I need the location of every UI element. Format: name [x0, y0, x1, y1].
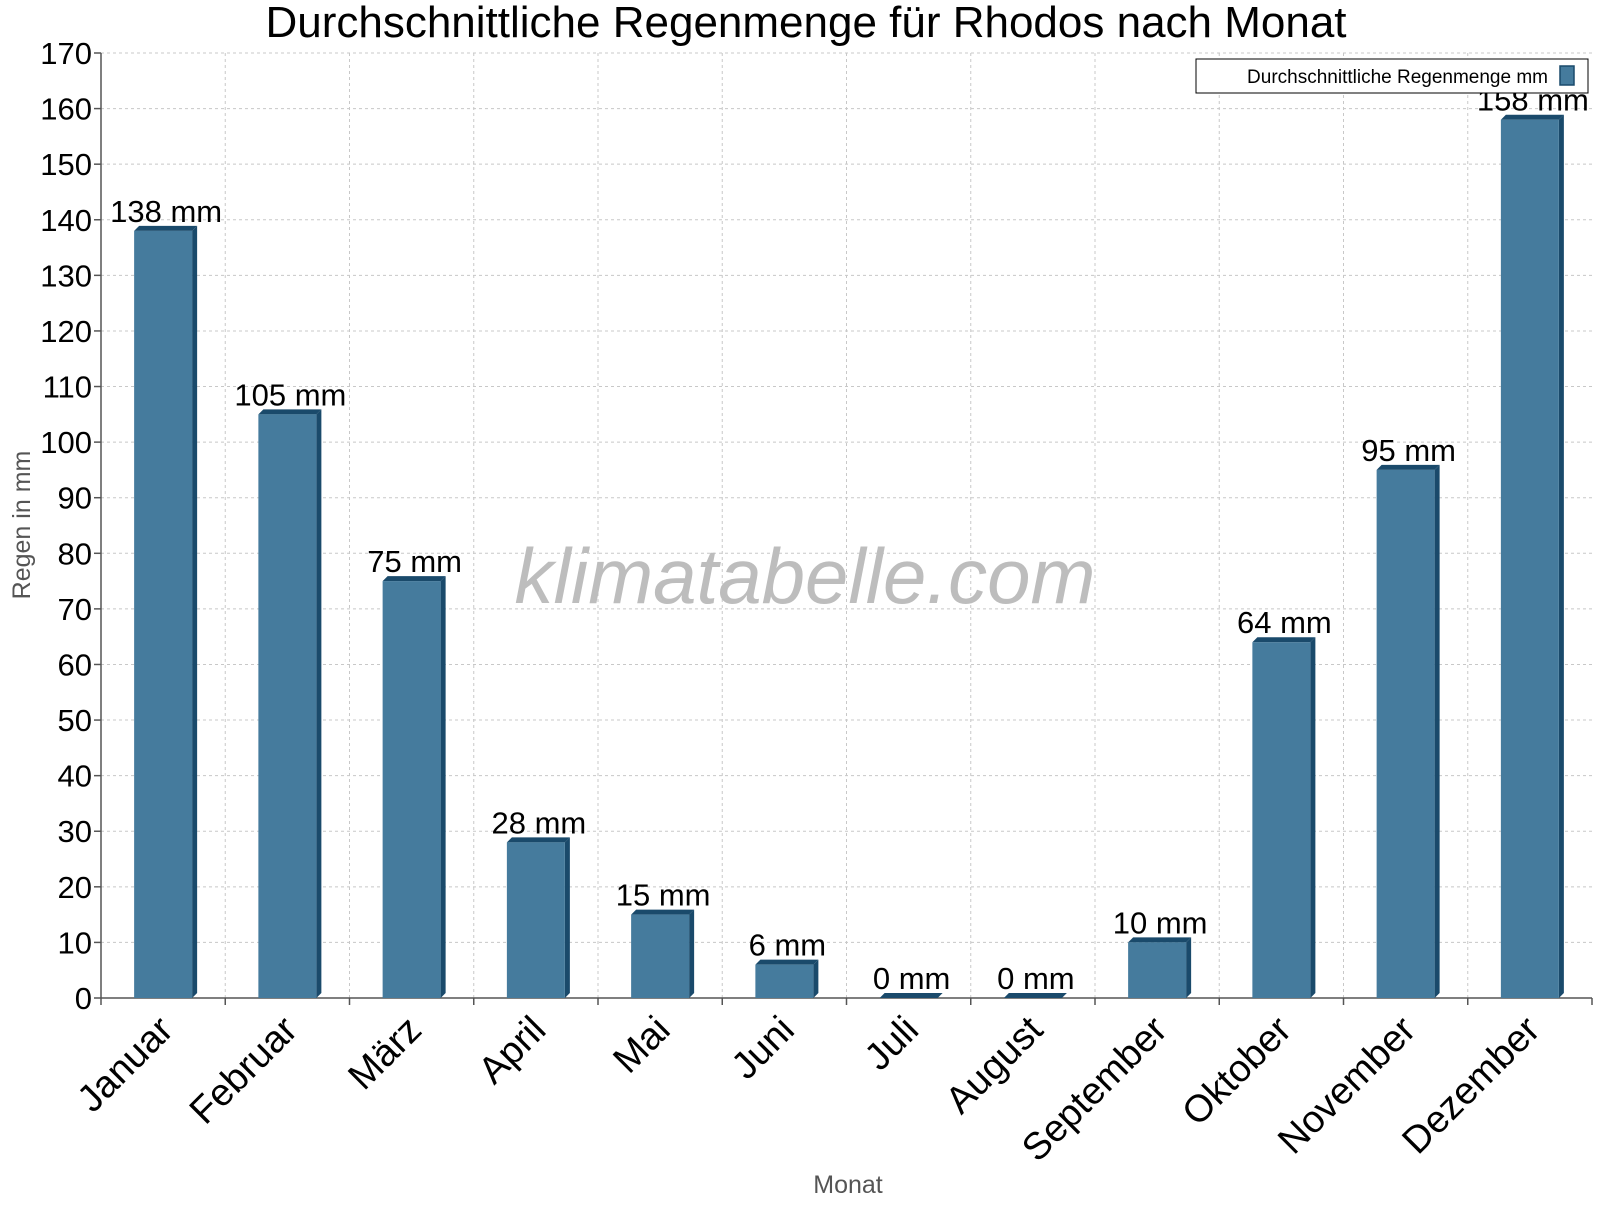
- legend-swatch: [1559, 65, 1575, 86]
- y-tick-label: 20: [58, 870, 92, 905]
- y-tick-label: 70: [58, 592, 92, 627]
- bar-front: [631, 914, 690, 998]
- legend-label: Durchschnittliche Regenmenge mm: [1247, 67, 1548, 88]
- bar-side: [1186, 937, 1192, 998]
- x-axis-title: Monat: [813, 1171, 883, 1199]
- bar-top: [134, 225, 198, 231]
- bar-value-label: 28 mm: [492, 805, 587, 840]
- bar-top: [506, 837, 570, 843]
- bar-value-label: 0 mm: [873, 961, 951, 996]
- bar-front: [1500, 119, 1559, 999]
- bar-juli[interactable]: [879, 993, 943, 998]
- bar-value-label: 0 mm: [997, 961, 1075, 996]
- bar-side: [192, 225, 198, 999]
- legend[interactable]: Durchschnittliche Regenmenge mm: [1195, 58, 1589, 94]
- bar-front: [134, 230, 193, 999]
- bar-side: [1558, 114, 1564, 999]
- bar-value-label: 75 mm: [367, 544, 462, 579]
- bar-september[interactable]: [1128, 937, 1192, 998]
- bar-value-label: 15 mm: [616, 878, 711, 913]
- bar-side: [813, 959, 819, 998]
- bar-top: [879, 993, 943, 998]
- bar-front: [506, 842, 565, 998]
- bar-juni[interactable]: [755, 959, 819, 998]
- y-tick-label: 40: [58, 759, 92, 794]
- bar-top: [258, 409, 322, 415]
- watermark-group: klimatabelle.com: [515, 532, 1096, 620]
- y-tick-label: 50: [58, 703, 92, 738]
- bar-value-label: 6 mm: [749, 928, 827, 963]
- bar-januar[interactable]: [134, 225, 198, 999]
- y-tick-label: 150: [40, 147, 92, 182]
- bar-top: [1128, 937, 1192, 943]
- y-tick-label: 10: [58, 925, 92, 960]
- y-tick-label: 80: [58, 536, 92, 571]
- bar-side: [1434, 464, 1440, 999]
- bar-februar[interactable]: [258, 409, 322, 999]
- watermark-text: klimatabelle.com: [515, 532, 1096, 620]
- y-tick-label: 140: [40, 203, 92, 238]
- axes: [94, 52, 1593, 1005]
- bars: [134, 114, 1564, 999]
- bar-märz[interactable]: [382, 576, 446, 998]
- bar-front: [382, 581, 441, 998]
- y-tick-label: 120: [40, 314, 92, 349]
- y-tick-label: 160: [40, 92, 92, 127]
- bar-top: [1252, 637, 1316, 643]
- bar-front: [755, 964, 814, 998]
- data-labels: 138 mm 105 mm 75 mm 28 mm 15 mm 6 mm 0 mm 0 mm 1…: [110, 83, 1589, 996]
- bar-top: [1500, 114, 1564, 120]
- y-tick-label: 110: [43, 370, 92, 405]
- bar-value-label: 64 mm: [1237, 605, 1332, 640]
- bar-front: [1128, 942, 1187, 998]
- y-tick-label: 100: [40, 425, 92, 460]
- bar-side: [316, 409, 322, 999]
- bar-dezember[interactable]: [1500, 114, 1564, 999]
- bar-top: [631, 909, 695, 915]
- bar-november[interactable]: [1376, 464, 1440, 999]
- y-tick-label: 170: [40, 36, 92, 71]
- bar-side: [440, 576, 446, 998]
- y-tick-label: 90: [58, 481, 92, 516]
- bar-side: [1310, 637, 1316, 998]
- bar-april[interactable]: [506, 837, 570, 998]
- bar-value-label: 95 mm: [1361, 433, 1456, 468]
- grid-lines: [101, 52, 1592, 998]
- chart-title: Durchschnittliche Regenmenge für Rhodos …: [265, 0, 1346, 47]
- bar-front: [1252, 642, 1311, 998]
- legend-box: [1195, 58, 1589, 94]
- bar-top: [1376, 464, 1440, 470]
- bar-oktober[interactable]: [1252, 637, 1316, 998]
- y-tick-label: 60: [58, 647, 92, 682]
- bar-value-label: 10 mm: [1113, 905, 1208, 940]
- y-tick-label: 130: [40, 258, 92, 293]
- bar-front: [258, 414, 317, 999]
- bar-august[interactable]: [1003, 993, 1067, 998]
- bar-value-label: 138 mm: [110, 194, 222, 229]
- bar-side: [689, 909, 695, 998]
- bar-side: [564, 837, 570, 998]
- y-tick-label: 30: [58, 814, 92, 849]
- y-axis-title: Regen in mm: [8, 451, 36, 600]
- bar-top: [1003, 993, 1067, 998]
- y-tick-label: 0: [75, 981, 92, 1016]
- bar-mai[interactable]: [631, 909, 695, 998]
- bar-top: [755, 959, 819, 965]
- bar-front: [1376, 469, 1435, 999]
- bar-top: [382, 576, 446, 582]
- bar-value-label: 105 mm: [234, 377, 346, 412]
